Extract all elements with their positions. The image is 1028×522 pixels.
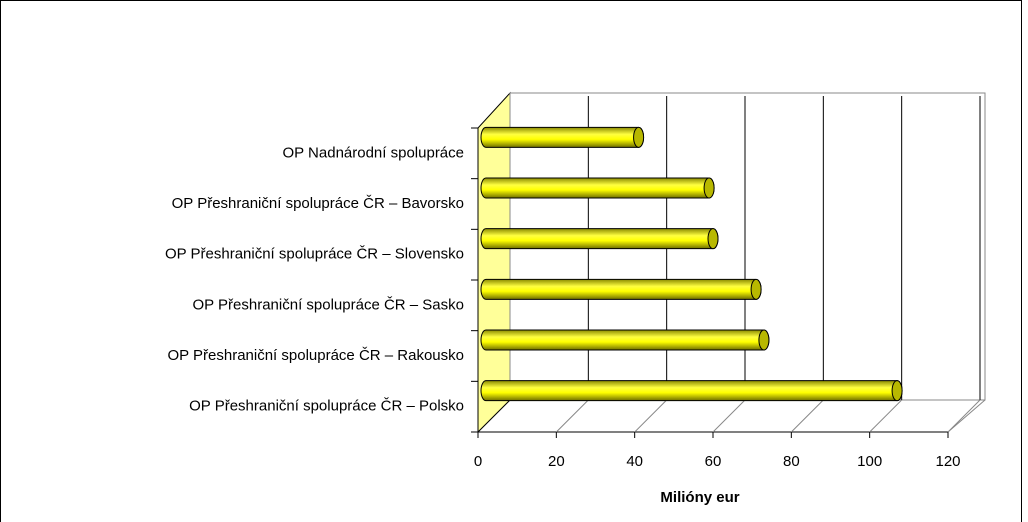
floor-grid-line [634, 399, 668, 433]
bar-cap [707, 228, 719, 250]
bar [480, 380, 903, 402]
x-tick-label: 60 [705, 453, 722, 470]
y-tick-label: OP Přeshraniční spolupráce ČR – Bavorsko [172, 195, 464, 212]
y-tick-label: OP Nadnárodní spolupráce [282, 144, 464, 161]
x-tick-label: 100 [857, 453, 882, 470]
bar-cap [703, 177, 715, 199]
bar [480, 228, 719, 250]
x-tick-label: 20 [548, 453, 565, 470]
floor-grid-line [869, 399, 903, 433]
bar-cap [750, 278, 762, 300]
floor-grid-line [555, 399, 589, 433]
bar [480, 278, 762, 300]
bar [480, 126, 645, 148]
x-tick-label: 0 [474, 453, 482, 470]
floor-grid-line [947, 399, 981, 433]
floor-grid-line [790, 399, 824, 433]
x-tick-label: 120 [935, 453, 960, 470]
bar-cap [758, 329, 770, 351]
floor-grid-line [712, 399, 746, 433]
bar [480, 177, 715, 199]
x-tick-label: 80 [783, 453, 800, 470]
bar-cap [633, 126, 645, 148]
y-tick-label: OP Přeshraniční spolupráce ČR – Polsko [189, 398, 464, 415]
y-tick-label: OP Přeshraniční spolupráce ČR – Slovensk… [165, 246, 464, 263]
bar [480, 329, 770, 351]
y-tick-label: OP Přeshraniční spolupráce ČR – Rakousko [167, 347, 464, 364]
x-axis-title: Milióny eur [660, 489, 739, 506]
y-tick-label: OP Přeshraniční spolupráce ČR – Sasko [192, 296, 464, 313]
bar-cap [891, 380, 903, 402]
x-tick-label: 40 [626, 453, 643, 470]
